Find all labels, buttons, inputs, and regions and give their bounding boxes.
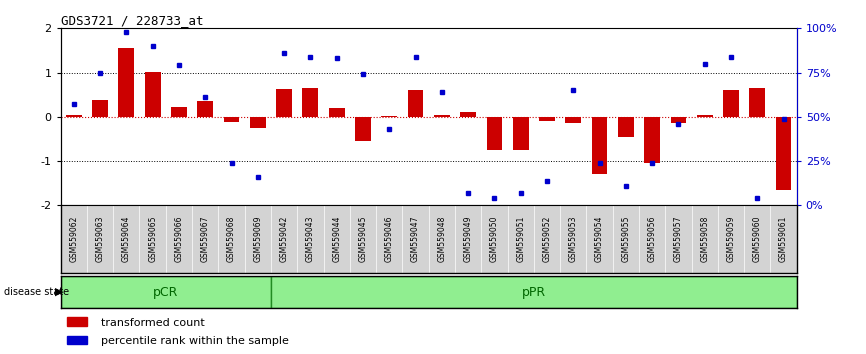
Bar <box>381 116 397 117</box>
Text: percentile rank within the sample: percentile rank within the sample <box>101 336 289 346</box>
Text: GSM559042: GSM559042 <box>280 215 288 262</box>
Bar <box>565 117 581 124</box>
Bar <box>67 318 87 326</box>
Bar <box>119 48 134 117</box>
Text: GSM559054: GSM559054 <box>595 215 604 262</box>
Bar <box>302 88 319 117</box>
Text: GSM559062: GSM559062 <box>69 215 78 262</box>
Bar <box>408 90 423 117</box>
Text: GSM559052: GSM559052 <box>542 215 552 262</box>
Bar <box>329 108 345 117</box>
Text: ▶: ▶ <box>55 287 63 297</box>
Bar <box>276 90 292 117</box>
Bar <box>776 117 792 190</box>
Bar <box>697 115 713 117</box>
Text: GSM559061: GSM559061 <box>779 215 788 262</box>
Text: pCR: pCR <box>153 286 178 298</box>
Text: GSM559057: GSM559057 <box>674 215 683 262</box>
Text: GSM559049: GSM559049 <box>463 215 473 262</box>
Bar <box>513 117 528 150</box>
Bar <box>197 101 213 117</box>
Text: GSM559056: GSM559056 <box>648 215 656 262</box>
Bar <box>271 276 797 308</box>
Text: GSM559053: GSM559053 <box>569 215 578 262</box>
Text: GSM559066: GSM559066 <box>174 215 184 262</box>
Text: GSM559068: GSM559068 <box>227 215 236 262</box>
Bar <box>67 336 87 344</box>
Text: transformed count: transformed count <box>101 318 205 328</box>
Text: GSM559055: GSM559055 <box>621 215 630 262</box>
Bar <box>223 117 239 122</box>
Bar <box>250 117 266 128</box>
Bar <box>670 117 687 124</box>
Text: GSM559058: GSM559058 <box>701 215 709 262</box>
Text: GSM559051: GSM559051 <box>516 215 525 262</box>
Text: GSM559063: GSM559063 <box>95 215 105 262</box>
Text: GDS3721 / 228733_at: GDS3721 / 228733_at <box>61 14 204 27</box>
Bar <box>66 115 81 117</box>
Bar <box>539 117 555 121</box>
Text: GSM559065: GSM559065 <box>148 215 157 262</box>
Bar <box>460 112 476 117</box>
Bar <box>355 117 371 141</box>
Bar <box>749 88 766 117</box>
Text: GSM559047: GSM559047 <box>411 215 420 262</box>
Text: pPR: pPR <box>521 286 546 298</box>
Text: GSM559067: GSM559067 <box>201 215 210 262</box>
Text: GSM559046: GSM559046 <box>385 215 394 262</box>
Text: GSM559060: GSM559060 <box>753 215 762 262</box>
Text: GSM559064: GSM559064 <box>122 215 131 262</box>
Bar <box>618 117 634 137</box>
Text: GSM559059: GSM559059 <box>727 215 735 262</box>
Text: GSM559069: GSM559069 <box>253 215 262 262</box>
Text: GSM559043: GSM559043 <box>306 215 315 262</box>
Text: GSM559050: GSM559050 <box>490 215 499 262</box>
Bar <box>92 100 108 117</box>
Bar <box>145 72 160 117</box>
Bar <box>171 107 187 117</box>
Bar <box>61 276 271 308</box>
Bar <box>644 117 660 163</box>
Bar <box>723 90 739 117</box>
Bar <box>434 115 449 117</box>
Text: disease state: disease state <box>4 287 69 297</box>
Text: GSM559044: GSM559044 <box>333 215 341 262</box>
Text: GSM559045: GSM559045 <box>359 215 367 262</box>
Bar <box>487 117 502 150</box>
Text: GSM559048: GSM559048 <box>437 215 446 262</box>
Bar <box>591 117 607 175</box>
